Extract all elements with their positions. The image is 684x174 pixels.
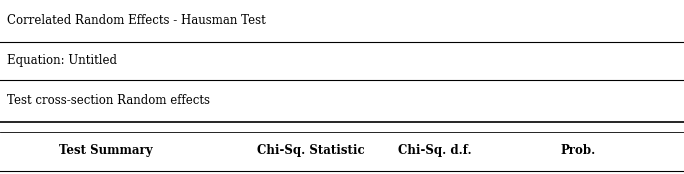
Text: Test Summary: Test Summary <box>60 144 153 157</box>
Text: Test cross-section Random effects: Test cross-section Random effects <box>7 94 210 107</box>
Text: Correlated Random Effects - Hausman Test: Correlated Random Effects - Hausman Test <box>7 14 265 27</box>
Text: Chi-Sq. d.f.: Chi-Sq. d.f. <box>397 144 471 157</box>
Text: Chi-Sq. Statistic: Chi-Sq. Statistic <box>257 144 365 157</box>
Text: Prob.: Prob. <box>560 144 596 157</box>
Text: Equation: Untitled: Equation: Untitled <box>7 54 117 67</box>
